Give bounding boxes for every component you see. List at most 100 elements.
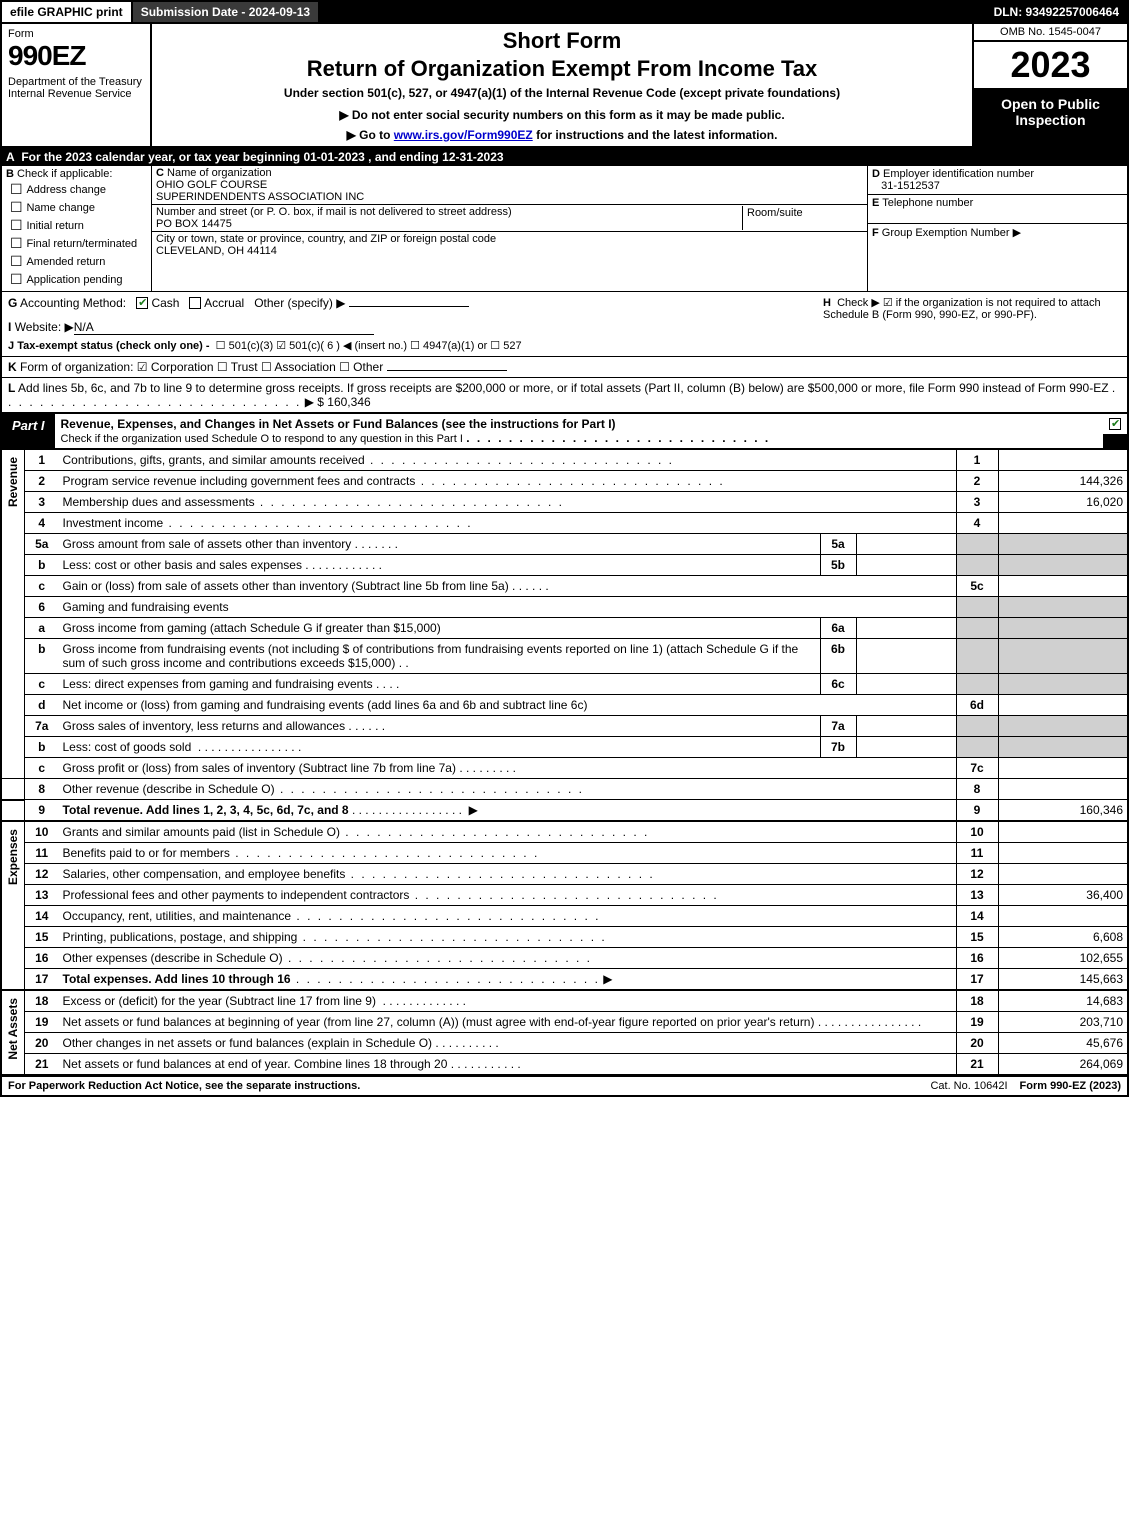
schedule-o-check[interactable] [1109,418,1121,430]
f-label: Group Exemption Number ▶ [882,227,1021,239]
header-mid: Short Form Return of Organization Exempt… [152,24,972,146]
line-11-val [998,843,1128,864]
expenses-vlabel: Expenses [6,825,20,889]
line-16-rnum: 16 [956,948,998,969]
submission-date-chip: Submission Date - 2024-09-13 [133,2,320,22]
line-9-val: 160,346 [998,800,1128,822]
chk-final-return[interactable]: Final return/terminated [10,235,147,252]
line-8-rnum: 8 [956,779,998,800]
line-12-desc: Salaries, other compensation, and employ… [63,867,346,881]
line-15-val: 6,608 [998,927,1128,948]
line-3-val: 16,020 [998,492,1128,513]
other-label: Other (specify) ▶ [254,296,345,310]
line-12-val [998,864,1128,885]
part-i-title: Revenue, Expenses, and Changes in Net As… [55,414,1103,448]
line-5b-inval [856,555,956,576]
line-num: 1 [25,450,59,471]
line-5c-rnum: 5c [956,576,998,597]
l-value: $ 160,346 [317,395,370,409]
form-number: 990EZ [8,40,144,72]
j-options: ☐ 501(c)(3) ☑ 501(c)( 6 ) ◀ (insert no.)… [216,340,522,352]
box-b: B Check if applicable: Address change Na… [2,166,152,291]
chk-cash[interactable] [136,297,148,309]
goto-pre: ▶ Go to [347,128,394,142]
chk-accrual[interactable] [189,297,201,309]
line-5b-innum: 5b [820,555,856,576]
line-2-val: 144,326 [998,471,1128,492]
shade [956,534,998,555]
part-i-tab: Part I [2,414,55,437]
line-18-val: 14,683 [998,990,1128,1012]
line-6d-val [998,695,1128,716]
line-l: L Add lines 5b, 6c, and 7b to line 9 to … [0,378,1129,413]
city-label: City or town, state or province, country… [156,233,496,245]
box-c: C Name of organization OHIO GOLF COURSE … [152,166,867,291]
line-1-val [998,450,1128,471]
chk-initial-return[interactable]: Initial return [10,217,147,234]
line-6c-innum: 6c [820,674,856,695]
part-i-sub: Check if the organization used Schedule … [61,433,463,445]
footer-left: For Paperwork Reduction Act Notice, see … [2,1077,924,1095]
line-19-rnum: 19 [956,1012,998,1033]
line-17-val: 145,663 [998,969,1128,991]
street-label: Number and street (or P. O. box, if mail… [156,206,512,218]
i-label: Website: ▶ [15,320,74,334]
k-other-field[interactable] [387,370,507,371]
other-specify-field[interactable] [349,306,469,307]
line-13-val: 36,400 [998,885,1128,906]
line-11-desc: Benefits paid to or for members [63,846,230,860]
line-2-desc: Program service revenue including govern… [63,474,416,488]
chk-name-change[interactable]: Name change [10,199,147,216]
header-right: OMB No. 1545-0047 2023 Open to Public In… [972,24,1127,146]
ssn-warning: ▶ Do not enter social security numbers o… [160,108,964,122]
line-10-val [998,821,1128,843]
line-19-val: 203,710 [998,1012,1128,1033]
line-7a-desc: Gross sales of inventory, less returns a… [63,719,346,733]
chk-application-pending[interactable]: Application pending [10,271,147,288]
line-k: K Form of organization: ☑ Corporation ☐ … [0,357,1129,378]
line-7a-innum: 7a [820,716,856,737]
line-6a-desc: Gross income from gaming (attach Schedul… [63,621,441,635]
line-5c-desc: Gain or (loss) from sale of assets other… [63,579,509,593]
line-4-rnum: 4 [956,513,998,534]
line-6a-innum: 6a [820,618,856,639]
header-left: Form 990EZ Department of the Treasury In… [2,24,152,146]
part-i-header: Part I Revenue, Expenses, and Changes in… [0,413,1129,450]
irs-link[interactable]: www.irs.gov/Form990EZ [394,128,533,142]
line-6c-desc: Less: direct expenses from gaming and fu… [63,677,373,691]
l-text: Add lines 5b, 6c, and 7b to line 9 to de… [18,381,1109,395]
line-21-rnum: 21 [956,1054,998,1076]
top-bar: efile GRAPHIC print Submission Date - 20… [0,0,1129,24]
line-6b-inval [856,639,956,674]
line-5c-val [998,576,1128,597]
line-1-desc: Contributions, gifts, grants, and simila… [63,453,365,467]
box-h: H Check ▶ ☑ if the organization is not r… [823,296,1123,321]
line-18-desc: Excess or (deficit) for the year (Subtra… [63,994,376,1008]
goto-line: ▶ Go to www.irs.gov/Form990EZ for instru… [160,128,964,142]
room-label: Room/suite [747,207,803,219]
under-section-text: Under section 501(c), 527, or 4947(a)(1)… [160,86,964,100]
street-value: PO BOX 14475 [156,218,232,230]
line-6d-desc: Net income or (loss) from gaming and fun… [63,698,588,712]
dln-label: DLN: 93492257006464 [986,2,1127,22]
netassets-vlabel: Net Assets [6,994,20,1064]
line-7b-inval [856,737,956,758]
line-8-desc: Other revenue (describe in Schedule O) [63,782,275,796]
dots [466,431,770,445]
line-13-rnum: 13 [956,885,998,906]
chk-address-change[interactable]: Address change [10,181,147,198]
line-19-desc: Net assets or fund balances at beginning… [63,1015,815,1029]
city-value: CLEVELAND, OH 44114 [156,245,277,257]
chk-amended-return[interactable]: Amended return [10,253,147,270]
k-text: Form of organization: ☑ Corporation ☐ Tr… [20,360,383,374]
omb-number: OMB No. 1545-0047 [974,24,1127,42]
section-bcdef: B Check if applicable: Address change Na… [2,166,1127,291]
c-label: Name of organization [167,167,272,179]
b-title: Check if applicable: [17,168,112,180]
ein-value: 31-1512537 [881,180,940,192]
line-6d-rnum: 6d [956,695,998,716]
box-def: D Employer identification number 31-1512… [867,166,1127,291]
line-10-rnum: 10 [956,821,998,843]
line-a-text: For the 2023 calendar year, or tax year … [21,150,503,164]
line-18-rnum: 18 [956,990,998,1012]
